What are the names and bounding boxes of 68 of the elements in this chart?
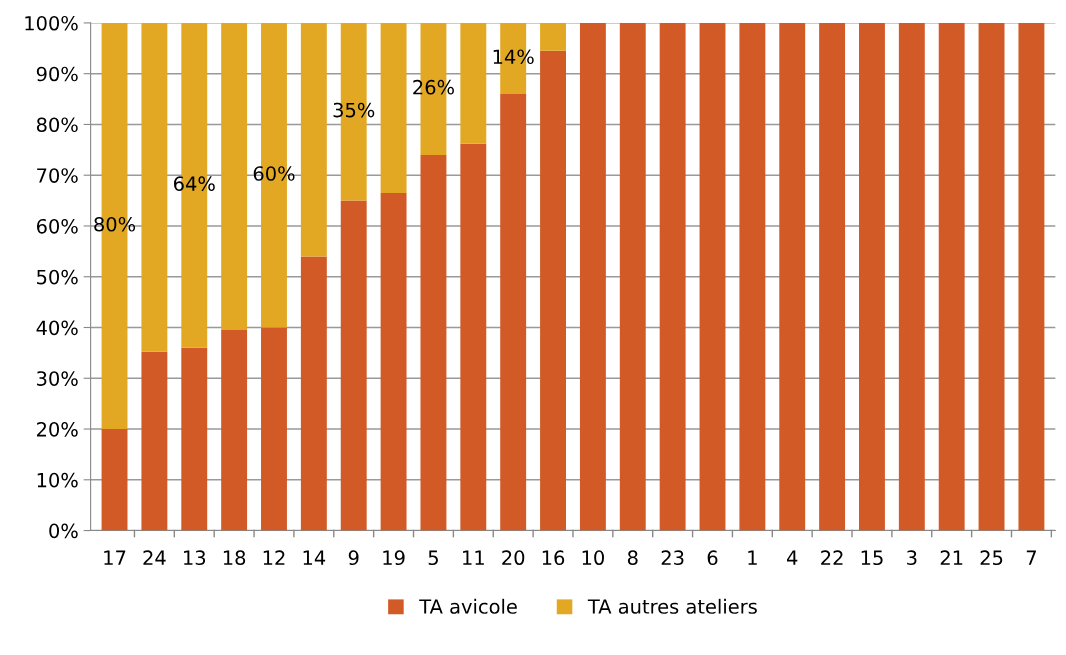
x-tick-label: 8 [627,550,638,566]
x-tick-label: 3 [907,550,917,566]
y-tick-label: 50% [37,269,78,285]
bar [819,22,846,531]
y-tick-label: 70% [37,168,78,183]
bar [221,22,248,331]
y-tick-label: 10% [37,472,78,488]
x-tick-label: 25 [980,550,1003,566]
bar [300,256,327,531]
bar [579,22,606,531]
x-tick-label: 1 [748,550,757,565]
bar [221,330,248,531]
y-tick-label: 60% [36,218,78,234]
legend-label: TA autres ateliers [587,598,757,614]
x-tick-label: 19 [383,550,405,566]
x-tick-label: 17 [104,550,126,565]
y-tick-label: 80% [36,117,78,133]
bar [739,22,766,531]
bar [101,429,128,531]
x-tick-label: 10 [582,550,604,566]
bar [859,22,885,531]
data-label: 60% [253,166,295,181]
x-tick-label: 5 [428,550,438,566]
y-tick-label: 20% [37,421,78,437]
x-tick-label: 12 [263,550,285,565]
bar [181,347,208,531]
bar [938,22,965,531]
y-tick-label: 0% [49,523,78,539]
bar [141,351,168,531]
bar [619,22,646,531]
bar [659,22,686,531]
x-tick-label: 16 [542,550,565,566]
x-tick-label: 22 [821,550,843,565]
bar [779,22,806,531]
x-tick-label: 21 [940,550,963,565]
x-tick-label: 4 [787,550,798,565]
legend-label: TA avicole [419,598,517,614]
x-tick-label: 15 [861,550,883,566]
x-tick-label: 23 [661,550,684,566]
x-tick-label: 24 [143,550,166,565]
x-tick-label: 11 [463,550,484,565]
bar [898,22,925,531]
bar [978,22,1005,531]
x-tick-label: 6 [707,550,718,566]
x-tick-label: 18 [223,550,246,566]
bar [141,22,168,352]
x-tick-label: 13 [184,550,206,566]
bar [540,50,566,531]
bar [699,22,726,531]
bar [340,200,367,531]
bar [500,93,527,531]
bar [460,143,487,531]
bar [460,22,487,144]
x-tick-label: 9 [348,550,359,566]
y-tick-label: 40% [36,320,78,336]
bar [300,22,327,257]
bar [380,22,407,193]
bar [420,154,447,531]
x-tick-label: 14 [303,550,326,565]
bar [540,22,566,51]
x-tick-label: 20 [502,550,525,566]
y-tick-label: 30% [37,371,78,386]
x-tick-label: 7 [1026,550,1036,565]
bar [380,192,407,531]
bar [261,327,287,531]
y-tick-label: 100% [25,15,78,31]
bar [1018,22,1045,531]
y-tick-label: 90% [36,66,78,82]
